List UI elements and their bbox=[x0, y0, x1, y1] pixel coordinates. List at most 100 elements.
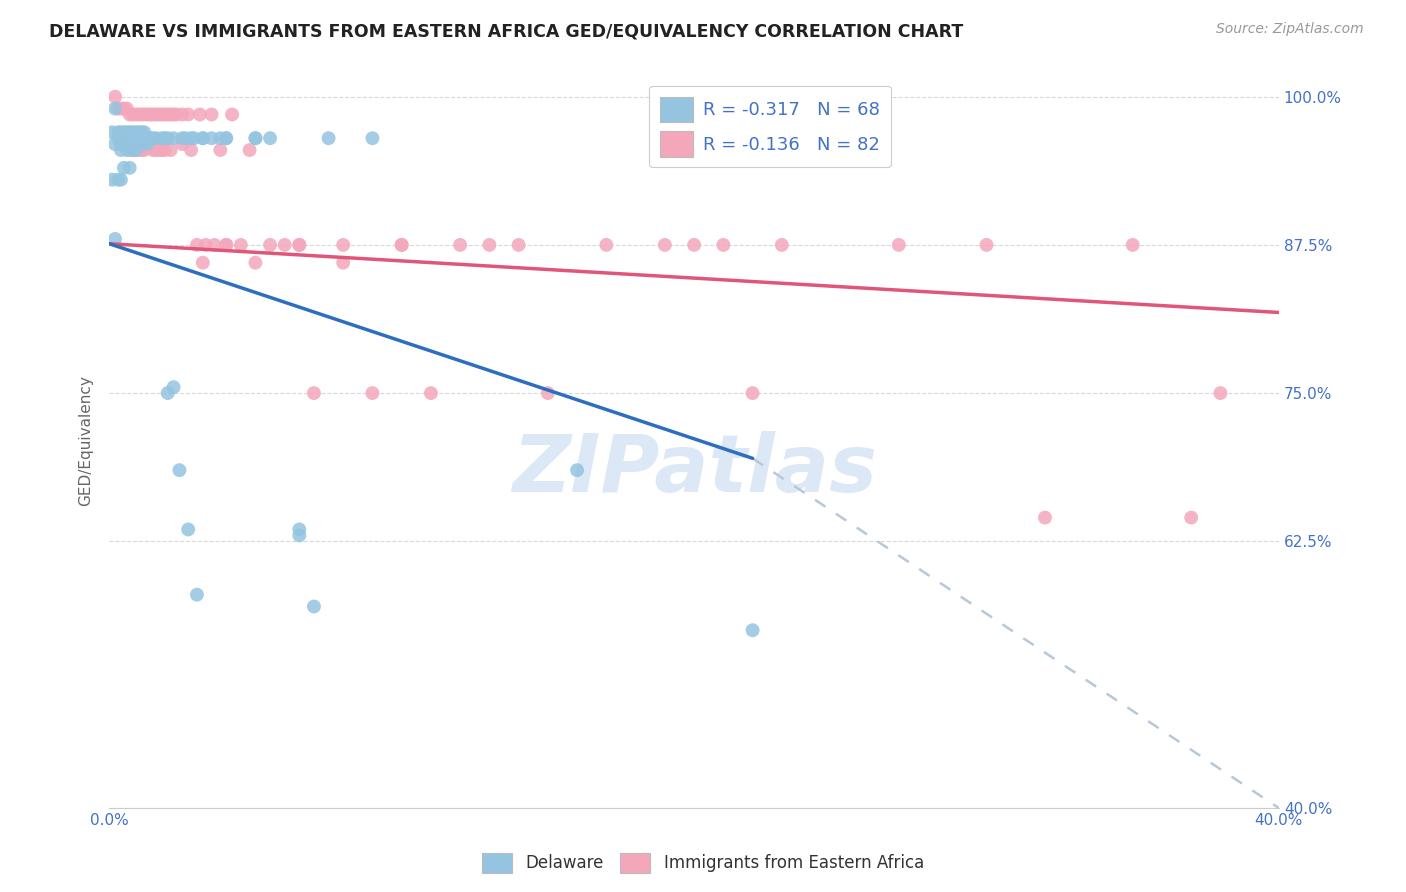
Point bbox=[127, 137, 149, 152]
Point bbox=[273, 238, 295, 252]
Point bbox=[288, 528, 311, 542]
Point bbox=[148, 107, 170, 121]
Point bbox=[127, 143, 149, 157]
Point bbox=[156, 131, 179, 145]
Point bbox=[145, 143, 167, 157]
Point bbox=[318, 131, 340, 145]
Point bbox=[118, 131, 141, 145]
Point bbox=[741, 386, 763, 401]
Point bbox=[127, 125, 149, 139]
Point bbox=[215, 131, 238, 145]
Point bbox=[150, 131, 173, 145]
Point bbox=[150, 107, 173, 121]
Point bbox=[124, 125, 146, 139]
Point bbox=[112, 102, 135, 116]
Point bbox=[153, 143, 176, 157]
Point bbox=[239, 143, 262, 157]
Point bbox=[1209, 386, 1232, 401]
Point bbox=[142, 131, 165, 145]
Point bbox=[288, 238, 311, 252]
Point bbox=[204, 238, 226, 252]
Point bbox=[115, 125, 138, 139]
Point bbox=[1180, 510, 1202, 524]
Point bbox=[887, 238, 910, 252]
Legend: R = -0.317   N = 68, R = -0.136   N = 82: R = -0.317 N = 68, R = -0.136 N = 82 bbox=[650, 86, 891, 168]
Point bbox=[121, 143, 143, 157]
Point bbox=[215, 131, 238, 145]
Point bbox=[172, 107, 194, 121]
Point bbox=[134, 131, 156, 145]
Point bbox=[136, 137, 159, 152]
Text: ZIPatlas: ZIPatlas bbox=[512, 431, 876, 509]
Point bbox=[565, 463, 588, 477]
Point bbox=[134, 107, 156, 121]
Point bbox=[142, 137, 165, 152]
Point bbox=[156, 107, 179, 121]
Point bbox=[288, 523, 311, 537]
Point bbox=[209, 143, 232, 157]
Point bbox=[200, 131, 222, 145]
Point bbox=[770, 238, 793, 252]
Point bbox=[361, 131, 384, 145]
Point bbox=[221, 107, 243, 121]
Point bbox=[110, 102, 132, 116]
Point bbox=[110, 125, 132, 139]
Point bbox=[159, 107, 181, 121]
Point bbox=[186, 588, 208, 602]
Point bbox=[183, 131, 205, 145]
Point bbox=[188, 107, 211, 121]
Point bbox=[142, 107, 165, 121]
Point bbox=[124, 107, 146, 121]
Point bbox=[191, 255, 214, 269]
Point bbox=[172, 137, 194, 152]
Point bbox=[112, 161, 135, 175]
Point bbox=[136, 107, 159, 121]
Point bbox=[245, 255, 267, 269]
Point bbox=[118, 125, 141, 139]
Point bbox=[145, 107, 167, 121]
Point bbox=[302, 599, 325, 614]
Point bbox=[478, 238, 501, 252]
Point bbox=[101, 125, 124, 139]
Point bbox=[391, 238, 413, 252]
Point bbox=[115, 143, 138, 157]
Point bbox=[110, 137, 132, 152]
Point bbox=[711, 238, 734, 252]
Point bbox=[134, 125, 156, 139]
Point bbox=[145, 131, 167, 145]
Point bbox=[215, 238, 238, 252]
Point bbox=[332, 238, 354, 252]
Point bbox=[107, 131, 129, 145]
Point bbox=[131, 107, 153, 121]
Text: DELAWARE VS IMMIGRANTS FROM EASTERN AFRICA GED/EQUIVALENCY CORRELATION CHART: DELAWARE VS IMMIGRANTS FROM EASTERN AFRI… bbox=[49, 22, 963, 40]
Point bbox=[159, 143, 181, 157]
Point bbox=[200, 107, 222, 121]
Point bbox=[118, 161, 141, 175]
Point bbox=[104, 232, 127, 246]
Point bbox=[131, 137, 153, 152]
Point bbox=[131, 143, 153, 157]
Point bbox=[115, 137, 138, 152]
Point bbox=[162, 380, 184, 394]
Point bbox=[115, 137, 138, 152]
Point bbox=[139, 131, 162, 145]
Point bbox=[110, 143, 132, 157]
Point bbox=[162, 131, 184, 145]
Point bbox=[288, 238, 311, 252]
Point bbox=[361, 386, 384, 401]
Point bbox=[449, 238, 471, 252]
Point bbox=[177, 107, 200, 121]
Point bbox=[148, 143, 170, 157]
Point bbox=[419, 386, 441, 401]
Point bbox=[142, 143, 165, 157]
Point bbox=[180, 131, 202, 145]
Point bbox=[156, 386, 179, 401]
Point bbox=[107, 102, 129, 116]
Point bbox=[112, 131, 135, 145]
Point bbox=[259, 131, 281, 145]
Point bbox=[124, 131, 146, 145]
Point bbox=[229, 238, 252, 252]
Point bbox=[180, 143, 202, 157]
Point bbox=[177, 523, 200, 537]
Point bbox=[191, 131, 214, 145]
